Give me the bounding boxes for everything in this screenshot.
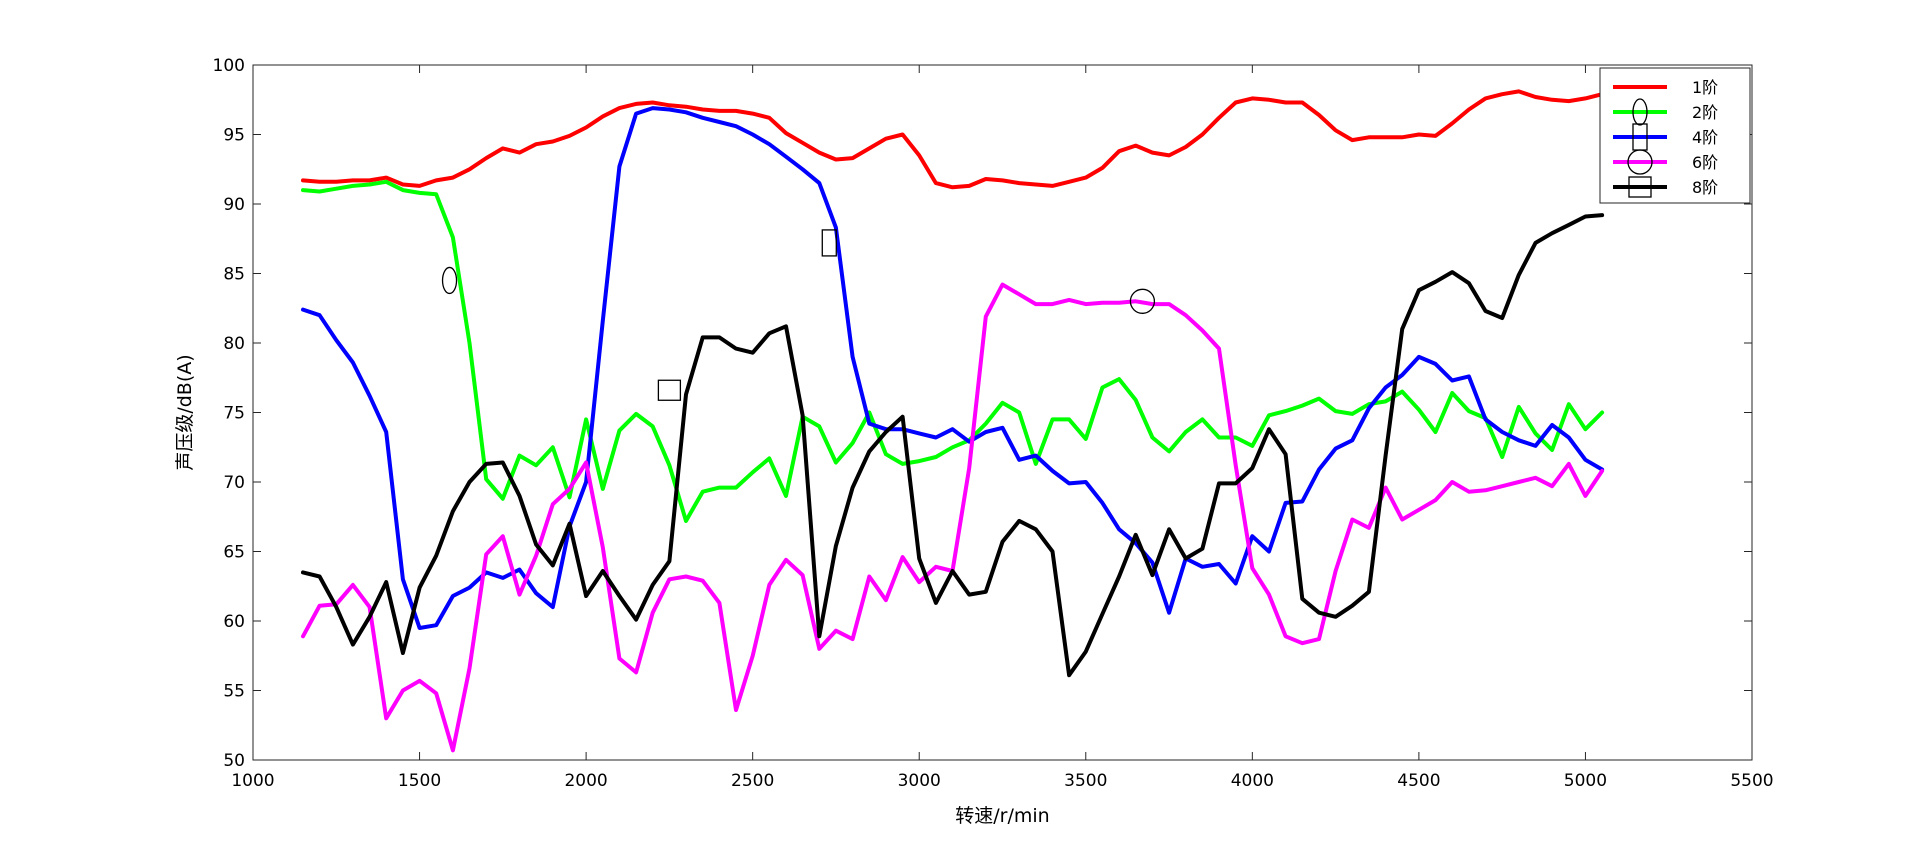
y-tick-label: 65 — [223, 543, 245, 563]
y-tick-label: 100 — [213, 56, 245, 76]
y-tick-label: 95 — [223, 126, 245, 146]
y-axis-label: 声压级/dB(A) — [174, 354, 196, 470]
legend-label: 4阶 — [1692, 128, 1718, 147]
series-line-1 — [301, 89, 1605, 190]
legend-item: 8阶 — [1613, 176, 1718, 198]
y-tick-label: 80 — [223, 334, 245, 354]
series-line-3 — [301, 106, 1605, 630]
x-tick-label: 3000 — [898, 771, 941, 791]
x-tick-label: 1000 — [231, 771, 274, 791]
x-tick-label: 4000 — [1231, 771, 1274, 791]
x-axis-label: 转速/r/min — [955, 805, 1049, 827]
legend: 1阶 2阶 4阶 6阶 8阶 — [1599, 67, 1751, 204]
series-marker-square — [657, 379, 682, 401]
x-tick-label: 4500 — [1397, 771, 1440, 791]
y-tick-label: 75 — [223, 404, 245, 424]
y-tick-label: 70 — [223, 473, 245, 493]
series-lines — [301, 89, 1605, 753]
legend-label: 2阶 — [1692, 103, 1718, 122]
x-tick-label: 2500 — [731, 771, 774, 791]
legend-marker-square — [1628, 176, 1652, 198]
legend-item: 4阶 — [1613, 123, 1718, 151]
y-tick-label: 55 — [223, 682, 245, 702]
legend-marker-ellipse — [1632, 98, 1648, 126]
legend-item: 2阶 — [1613, 98, 1718, 126]
x-tick-label: 5000 — [1564, 771, 1607, 791]
legend-item: 6阶 — [1613, 149, 1718, 175]
y-tick-label: 60 — [223, 612, 245, 632]
x-tick-label: 5500 — [1730, 771, 1773, 791]
axis-ticks: 1000 1500 2000 2500 3000 3500 4000 4500 5000 5500… — [213, 56, 1774, 791]
series-markers — [441, 229, 1156, 401]
legend-marker-circle — [1627, 149, 1653, 175]
series-line-2 — [301, 179, 1605, 523]
series-line-5 — [301, 213, 1605, 678]
series-marker-circle — [1129, 288, 1156, 314]
legend-label: 6阶 — [1692, 153, 1718, 172]
y-tick-label: 85 — [223, 265, 245, 285]
legend-label: 8阶 — [1692, 178, 1718, 197]
y-tick-label: 50 — [223, 751, 245, 771]
x-tick-label: 3500 — [1064, 771, 1107, 791]
x-tick-label: 2000 — [564, 771, 607, 791]
legend-item: 1阶 — [1613, 78, 1718, 97]
x-tick-label: 1500 — [398, 771, 441, 791]
series-marker-rectangle — [821, 229, 837, 257]
y-tick-label: 90 — [223, 195, 245, 215]
series-marker-ellipse — [441, 266, 458, 295]
legend-label: 1阶 — [1692, 78, 1718, 97]
